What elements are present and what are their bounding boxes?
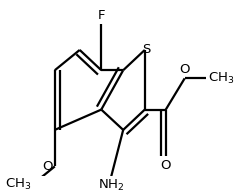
Text: CH$_3$: CH$_3$ [208, 71, 235, 86]
Text: O: O [179, 63, 190, 76]
Text: CH$_3$: CH$_3$ [5, 177, 31, 192]
Text: NH$_2$: NH$_2$ [98, 178, 124, 193]
Text: O: O [42, 160, 53, 173]
Text: F: F [98, 9, 105, 22]
Text: O: O [160, 159, 171, 172]
Text: S: S [142, 43, 150, 56]
